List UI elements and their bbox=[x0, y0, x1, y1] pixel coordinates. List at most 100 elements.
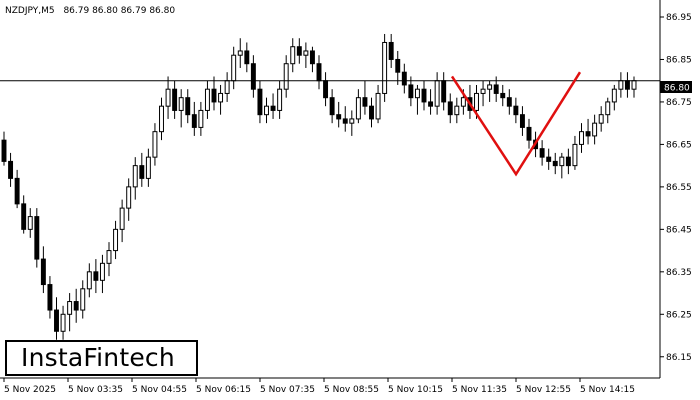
price-tick-label: 86.85 bbox=[666, 55, 692, 65]
time-tick-label: 5 Nov 12:55 bbox=[516, 385, 571, 395]
price-tick-label: 86.55 bbox=[666, 183, 692, 193]
price-tick-label: 86.15 bbox=[666, 353, 692, 363]
candle-body bbox=[93, 271, 99, 281]
candle-body bbox=[592, 122, 598, 137]
candle-body bbox=[198, 109, 204, 128]
candle-body bbox=[323, 80, 329, 99]
candle-body bbox=[362, 97, 368, 107]
candle-body bbox=[408, 84, 414, 99]
candle-body bbox=[145, 156, 151, 179]
candle-body bbox=[99, 262, 105, 281]
candle-body bbox=[113, 228, 119, 252]
candle-body bbox=[60, 313, 66, 332]
candle-body bbox=[421, 88, 427, 103]
chart-header: NZDJPY,M5 86.79 86.80 86.79 86.80 bbox=[5, 6, 175, 16]
candle-body bbox=[211, 88, 217, 103]
price-tick-label: 86.65 bbox=[666, 140, 692, 150]
candle-body bbox=[546, 156, 552, 162]
time-tick-label: 5 Nov 11:35 bbox=[452, 385, 507, 395]
candle-body bbox=[119, 207, 125, 230]
candle-body bbox=[598, 114, 604, 124]
candle-body bbox=[27, 216, 33, 230]
price-tick-label: 86.95 bbox=[666, 13, 692, 23]
time-tick-label: 5 Nov 14:15 bbox=[580, 385, 635, 395]
time-tick-label: 5 Nov 10:15 bbox=[388, 385, 443, 395]
candle-body bbox=[224, 80, 230, 94]
symbol-label: NZDJPY,M5 bbox=[5, 6, 55, 16]
candle-body bbox=[539, 148, 545, 158]
time-tick-label: 5 Nov 2025 bbox=[4, 385, 56, 395]
candle-body bbox=[342, 118, 348, 124]
candle-body bbox=[441, 80, 447, 103]
brand-logo-text: InstaFintech bbox=[21, 343, 175, 372]
candle-body bbox=[80, 288, 86, 311]
current-price-badge: 86.80 bbox=[660, 81, 692, 94]
candle-body bbox=[218, 92, 224, 103]
candle-body bbox=[565, 156, 571, 167]
candle-body bbox=[296, 46, 302, 56]
candle-body bbox=[369, 105, 374, 120]
candle-body bbox=[474, 92, 479, 111]
candle-body bbox=[283, 63, 289, 90]
candle-body bbox=[480, 88, 486, 94]
candle-body bbox=[21, 203, 27, 230]
candle-body bbox=[40, 258, 46, 286]
candle-body bbox=[618, 80, 624, 90]
candle-body bbox=[126, 186, 132, 209]
candle-body bbox=[264, 105, 269, 116]
candle-body bbox=[257, 88, 263, 116]
candle-body bbox=[611, 88, 617, 103]
candle-body bbox=[237, 50, 243, 56]
candle-body bbox=[191, 114, 197, 128]
candle-body bbox=[487, 84, 493, 90]
candle-body bbox=[159, 105, 164, 133]
price-tick-label: 86.45 bbox=[666, 225, 692, 235]
candle-body bbox=[434, 80, 440, 107]
time-tick-label: 5 Nov 08:55 bbox=[324, 385, 379, 395]
candle-body bbox=[14, 177, 20, 205]
candle-body bbox=[460, 97, 466, 107]
price-tick-label: 86.35 bbox=[666, 268, 692, 278]
candle-body bbox=[579, 131, 584, 145]
candle-body bbox=[178, 97, 184, 111]
candle-body bbox=[401, 71, 407, 86]
candle-body bbox=[572, 143, 578, 167]
candle-body bbox=[329, 97, 335, 116]
candle-body bbox=[526, 126, 532, 141]
candle-body bbox=[316, 63, 322, 82]
candle-body bbox=[34, 216, 40, 260]
candle-body bbox=[336, 114, 342, 120]
candle-body bbox=[519, 114, 525, 128]
time-tick-label: 5 Nov 04:55 bbox=[132, 385, 187, 395]
candle-body bbox=[290, 46, 296, 65]
candle-body bbox=[165, 88, 171, 107]
candle-body bbox=[277, 88, 283, 111]
candle-body bbox=[428, 101, 434, 107]
candle-body bbox=[270, 105, 276, 111]
candle-body bbox=[349, 118, 355, 124]
candle-body bbox=[73, 301, 79, 311]
candle-body bbox=[67, 301, 73, 315]
candle-body bbox=[1, 139, 7, 162]
candle-body bbox=[631, 80, 637, 90]
pattern-line bbox=[450, 71, 582, 177]
candle-body bbox=[500, 92, 506, 99]
candle-body bbox=[513, 105, 519, 116]
price-axis: 86.95 86.85 86.75 86.65 86.55 86.45 86.35 86.25… bbox=[660, 13, 692, 363]
candle-body bbox=[47, 284, 53, 311]
candle-body bbox=[8, 160, 14, 179]
time-tick-label: 5 Nov 03:35 bbox=[68, 385, 123, 395]
candle-body bbox=[355, 97, 361, 120]
candle-body bbox=[152, 131, 158, 158]
candle-body bbox=[250, 63, 256, 90]
candle-body bbox=[106, 250, 112, 264]
candle-body bbox=[454, 105, 460, 116]
candle-body bbox=[493, 84, 499, 94]
candle-body bbox=[624, 80, 630, 90]
time-axis: 5 Nov 2025 5 Nov 03:35 5 Nov 04:55 5 Nov 06… bbox=[3, 378, 635, 395]
candle-body bbox=[447, 101, 453, 116]
candle-body bbox=[204, 88, 210, 111]
candles-layer bbox=[1, 33, 637, 340]
